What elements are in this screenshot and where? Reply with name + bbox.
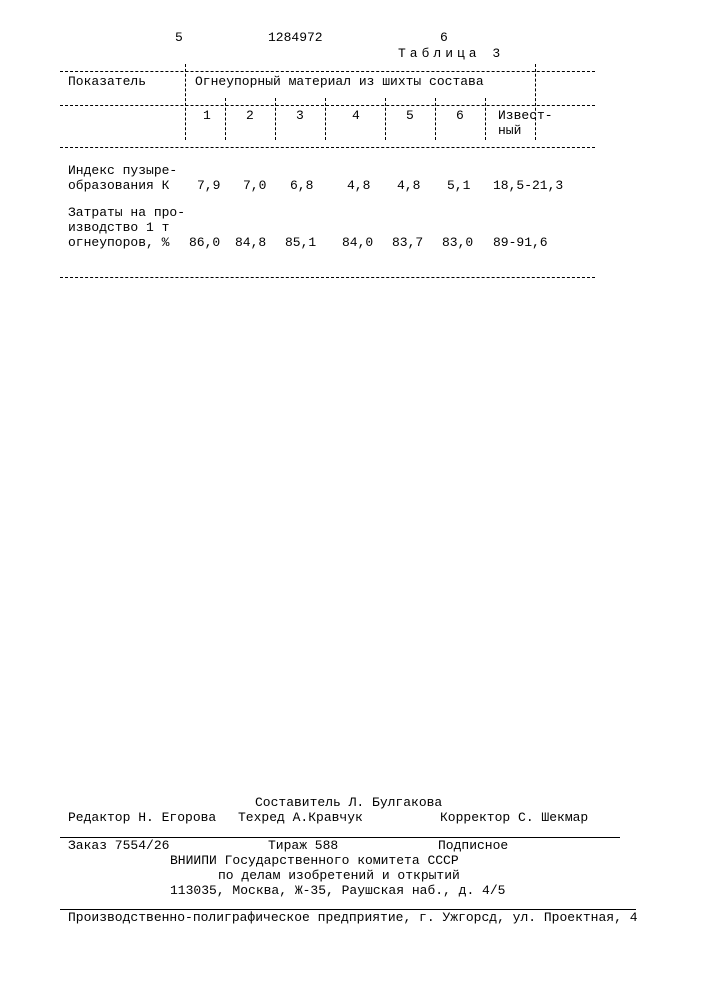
subscription: Подписное bbox=[438, 838, 508, 853]
table-row-2-v2: 84,8 bbox=[235, 235, 266, 250]
table-row-2-v6: 83,0 bbox=[442, 235, 473, 250]
table-vsep-3 bbox=[325, 98, 326, 140]
org-line-1: ВНИИПИ Государственного комитета СССР bbox=[170, 853, 459, 868]
table-row-2-v4: 84,0 bbox=[342, 235, 373, 250]
circulation: Тираж 588 bbox=[268, 838, 338, 853]
table-row-2-v1: 86,0 bbox=[189, 235, 220, 250]
table-col-1: 1 bbox=[203, 108, 211, 123]
table-row-2-v3: 85,1 bbox=[285, 235, 316, 250]
table-row-1-v2: 7,0 bbox=[243, 178, 266, 193]
column-number-left: 5 bbox=[175, 30, 183, 45]
table-rule-top bbox=[60, 71, 595, 72]
table-vsep-6 bbox=[485, 98, 486, 140]
table-vsep-1 bbox=[225, 98, 226, 140]
org-line-2: по делам изобретений и открытий bbox=[218, 868, 460, 883]
address-line: 113035, Москва, Ж-35, Раушская наб., д. … bbox=[170, 883, 505, 898]
printer-line: Производственно-полиграфическое предприя… bbox=[68, 910, 638, 925]
table-row-header-label: Показатель bbox=[68, 74, 146, 89]
page: 5 1284972 6 Таблица 3 Показатель Огнеупо… bbox=[0, 0, 707, 1000]
table-col-2: 2 bbox=[246, 108, 254, 123]
patent-number: 1284972 bbox=[268, 30, 323, 45]
table-row-1-vknown: 18,5-21,3 bbox=[493, 178, 563, 193]
table-caption: Таблица 3 bbox=[398, 46, 504, 61]
column-number-right: 6 bbox=[440, 30, 448, 45]
table-row-1-v5: 4,8 bbox=[397, 178, 420, 193]
table-row-2-v5: 83,7 bbox=[392, 235, 423, 250]
techred-line: Техред А.Кравчук bbox=[238, 810, 363, 825]
table-vsep-2 bbox=[275, 98, 276, 140]
table-rule-bottom bbox=[60, 277, 595, 278]
table-col-3: 3 bbox=[296, 108, 304, 123]
table-row-1-label: Индекс пузыре- образования К bbox=[68, 163, 177, 193]
table-rule-header-bottom bbox=[60, 147, 595, 148]
table-col-6: 6 bbox=[456, 108, 464, 123]
table-row-1-v1: 7,9 bbox=[197, 178, 220, 193]
table-rule-subheader bbox=[60, 105, 595, 106]
table-col-known: Извест- ный bbox=[498, 108, 553, 138]
table-row-1-v3: 6,8 bbox=[290, 178, 313, 193]
table-col-4: 4 bbox=[352, 108, 360, 123]
table-row-2-vknown: 89-91,6 bbox=[493, 235, 548, 250]
table-vsep-0 bbox=[185, 64, 186, 140]
table-row-1-v6: 5,1 bbox=[447, 178, 470, 193]
table-vsep-4 bbox=[385, 98, 386, 140]
compiler-line: Составитель Л. Булгакова bbox=[255, 795, 442, 810]
table-row-2-label: Затраты на про- изводство 1 т огнеупоров… bbox=[68, 205, 185, 250]
table-row-1-v4: 4,8 bbox=[347, 178, 370, 193]
corrector-line: Корректор С. Шекмар bbox=[440, 810, 588, 825]
editor-line: Редактор Н. Егорова bbox=[68, 810, 216, 825]
table-vsep-5 bbox=[435, 98, 436, 140]
order-number: Заказ 7554/26 bbox=[68, 838, 169, 853]
table-column-group-header: Огнеупорный материал из шихты состава bbox=[195, 74, 484, 89]
table-col-5: 5 bbox=[406, 108, 414, 123]
